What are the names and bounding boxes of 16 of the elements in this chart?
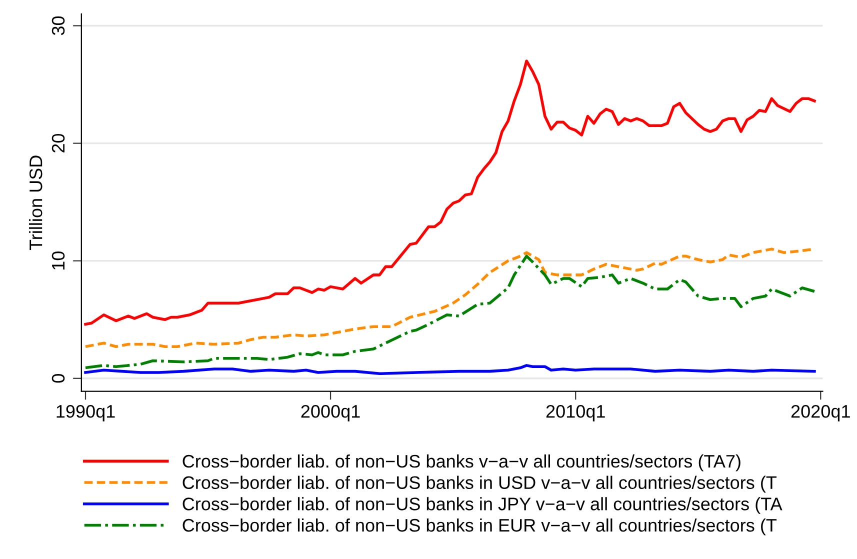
y-tick-label: 0 (52, 374, 65, 383)
x-tick-label: 1990q1 (56, 404, 115, 422)
x-tick-label: 2010q1 (546, 404, 605, 422)
y-axis-title: Trillion USD (29, 156, 42, 250)
legend-label: Cross−border liab. of non−US banks v−a−v all countries/sectors (TA7) (182, 454, 740, 472)
line-series (84, 364, 816, 376)
legend-label: Cross−border liab. of non−US banks in USD v−a−v all countries/sectors (T (182, 476, 777, 493)
line-series (84, 254, 816, 370)
y-tick-label: 10 (52, 251, 65, 270)
legend-label: Cross−border liab. of non−US banks in EUR v−a−v all countries/sectors (T (182, 518, 777, 536)
y-tick-label: 20 (52, 134, 65, 152)
line-series (84, 60, 816, 326)
legend-label: Cross−border liab. of non−US banks in JPY v−a−v all countries/sectors (TA (182, 497, 782, 514)
x-tick-label: 2020q1 (791, 404, 850, 422)
x-tick-label: 2000q1 (301, 404, 360, 422)
y-tick-label: 30 (52, 16, 65, 36)
